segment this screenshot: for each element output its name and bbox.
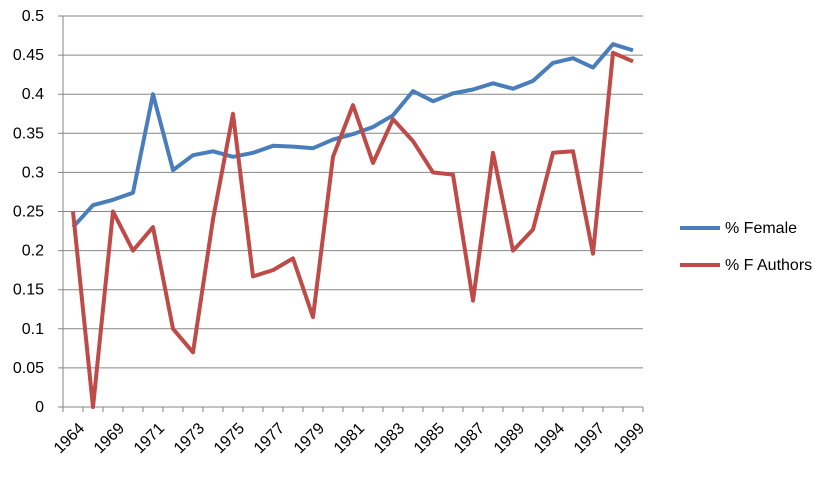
x-tick-label: 1983	[371, 420, 408, 457]
y-tick-label: 0.45	[13, 47, 44, 64]
x-tick-label: 1981	[331, 420, 368, 457]
x-tick-label: 1999	[611, 420, 648, 457]
x-tick-label: 1985	[411, 420, 448, 457]
y-tick-label: 0.4	[22, 86, 44, 103]
y-tick-label: 0.35	[13, 125, 44, 142]
series-line-female	[73, 44, 633, 227]
legend: % Female % F Authors	[680, 220, 812, 274]
series-lines	[73, 44, 633, 407]
x-tick-label: 1971	[131, 420, 168, 457]
y-axis-ticks: 0 0.05 0.1 0.15 0.2 0.25 0.3 0.35 0.4 0.45 0.5	[13, 8, 44, 416]
y-tick-label: 0.3	[22, 164, 44, 181]
x-tick-label: 1975	[211, 420, 248, 457]
x-tick-label: 1969	[91, 420, 128, 457]
y-tick-label: 0.2	[22, 243, 44, 260]
x-tick-label: 1989	[491, 420, 528, 457]
y-tick-label: 0.25	[13, 204, 44, 221]
y-tick-label: 0.15	[13, 282, 44, 299]
gridlines	[58, 16, 643, 412]
x-tick-label: 1979	[291, 420, 328, 457]
x-tick-label: 1964	[51, 420, 88, 457]
x-tick-label: 1994	[531, 420, 568, 457]
x-tick-label: 1977	[251, 420, 288, 457]
y-tick-label: 0.05	[13, 360, 44, 377]
x-tick-label: 1987	[451, 420, 488, 457]
legend-label: % Female	[725, 220, 797, 237]
x-tick-label: 1997	[571, 420, 608, 457]
y-tick-label: 0	[35, 399, 44, 416]
y-tick-label: 0.5	[22, 8, 44, 25]
y-tick-label: 0.1	[22, 321, 44, 338]
x-tick-label: 1973	[171, 420, 208, 457]
legend-label: % F Authors	[725, 257, 812, 274]
